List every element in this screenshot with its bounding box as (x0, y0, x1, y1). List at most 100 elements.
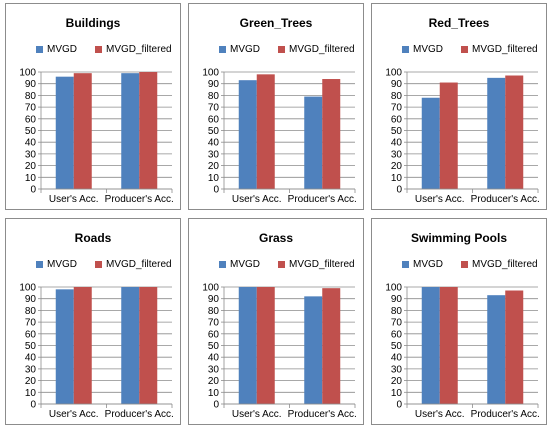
y-tick-label: 60 (391, 329, 403, 340)
y-tick-label: 10 (208, 388, 220, 399)
y-tick-label: 40 (391, 353, 403, 364)
y-tick-label: 90 (208, 294, 220, 305)
legend-swatch (402, 46, 409, 53)
legend-item: MVGD (402, 44, 443, 55)
y-tick-label: 90 (391, 79, 403, 90)
y-tick-label: 10 (391, 388, 403, 399)
legend-item: MVGD (36, 259, 77, 270)
y-tick-label: 70 (208, 318, 220, 329)
legend-swatch (36, 261, 43, 268)
y-tick-label: 30 (25, 149, 37, 160)
legend-label: MVGD (230, 44, 260, 55)
chart-title: Swimming Pools (410, 231, 507, 245)
y-tick-label: 80 (208, 306, 220, 317)
chart-legend: MVGD MVGD_filtered (6, 259, 180, 273)
y-tick-label: 10 (25, 388, 37, 399)
legend-item: MVGD_filtered (278, 259, 355, 270)
x-tick-label: Producer's Acc. (105, 409, 174, 420)
chart-panel: Buildings MVGD MVGD_filtered 0 10 20 30 40 50 60 7… (5, 3, 181, 210)
y-tick-label: 100 (385, 68, 402, 79)
y-tick-label: 40 (25, 353, 37, 364)
x-tick-label: User's Acc. (232, 194, 282, 205)
x-tick-label: User's Acc. (232, 409, 282, 420)
legend-swatch (219, 261, 226, 268)
y-tick-label: 60 (25, 114, 37, 125)
bar (121, 287, 140, 404)
x-tick-label: User's Acc. (415, 409, 465, 420)
legend-label: MVGD_filtered (289, 44, 355, 55)
chart-legend: MVGD MVGD_filtered (189, 259, 363, 273)
bar (304, 296, 323, 404)
y-tick-label: 30 (391, 149, 403, 160)
legend-label: MVGD_filtered (106, 44, 172, 55)
y-tick-label: 80 (25, 91, 37, 102)
chart-title: Green_Trees (239, 16, 313, 30)
y-tick-label: 0 (213, 185, 219, 196)
y-tick-label: 80 (391, 91, 403, 102)
legend-swatch (402, 261, 409, 268)
legend-label: MVGD_filtered (472, 44, 538, 55)
bar (139, 72, 158, 189)
y-tick-label: 70 (391, 318, 403, 329)
bar (238, 80, 257, 189)
legend-swatch (461, 46, 468, 53)
y-tick-label: 50 (208, 126, 220, 137)
y-tick-label: 70 (391, 103, 403, 114)
y-tick-label: 20 (25, 376, 37, 387)
y-tick-label: 0 (396, 400, 402, 411)
legend-swatch (95, 46, 102, 53)
legend-label: MVGD (413, 44, 443, 55)
bar (73, 287, 92, 404)
bar (505, 75, 524, 189)
legend-swatch (461, 261, 468, 268)
y-tick-label: 10 (391, 173, 403, 184)
x-tick-label: Producer's Acc. (471, 409, 540, 420)
y-tick-label: 20 (25, 161, 37, 172)
y-tick-label: 30 (391, 364, 403, 375)
legend-swatch (278, 46, 285, 53)
y-tick-label: 50 (391, 126, 403, 137)
y-tick-label: 40 (391, 138, 403, 149)
legend-swatch (219, 46, 226, 53)
legend-label: MVGD (413, 259, 443, 270)
bar (439, 82, 458, 189)
y-tick-label: 60 (208, 114, 220, 125)
y-tick-label: 10 (25, 173, 37, 184)
legend-item: MVGD_filtered (95, 44, 172, 55)
y-tick-label: 20 (391, 161, 403, 172)
bar (55, 76, 74, 189)
bar (238, 287, 257, 404)
y-tick-label: 80 (208, 91, 220, 102)
x-tick-label: User's Acc. (49, 409, 99, 420)
y-tick-label: 50 (208, 341, 220, 352)
legend-label: MVGD_filtered (289, 259, 355, 270)
bar (322, 79, 341, 189)
chart-legend: MVGD MVGD_filtered (372, 44, 546, 58)
y-tick-label: 100 (202, 283, 219, 294)
y-tick-label: 30 (208, 364, 220, 375)
chart-legend: MVGD MVGD_filtered (6, 44, 180, 58)
y-tick-label: 60 (25, 329, 37, 340)
y-tick-label: 100 (202, 68, 219, 79)
bar (256, 74, 275, 189)
x-tick-label: Producer's Acc. (288, 409, 357, 420)
chart-panel: Green_Trees MVGD MVGD_filtered 0 10 20 30 40 50 6… (188, 3, 364, 210)
y-tick-label: 90 (208, 79, 220, 90)
y-tick-label: 100 (385, 283, 402, 294)
y-tick-label: 30 (25, 364, 37, 375)
legend-swatch (95, 261, 102, 268)
bar (121, 73, 140, 189)
y-tick-label: 30 (208, 149, 220, 160)
legend-item: MVGD (219, 44, 260, 55)
chart-title: Red_Trees (428, 16, 490, 30)
legend-item: MVGD (402, 259, 443, 270)
y-tick-label: 70 (25, 318, 37, 329)
y-tick-label: 70 (208, 103, 220, 114)
legend-label: MVGD_filtered (106, 259, 172, 270)
bar (421, 287, 440, 404)
